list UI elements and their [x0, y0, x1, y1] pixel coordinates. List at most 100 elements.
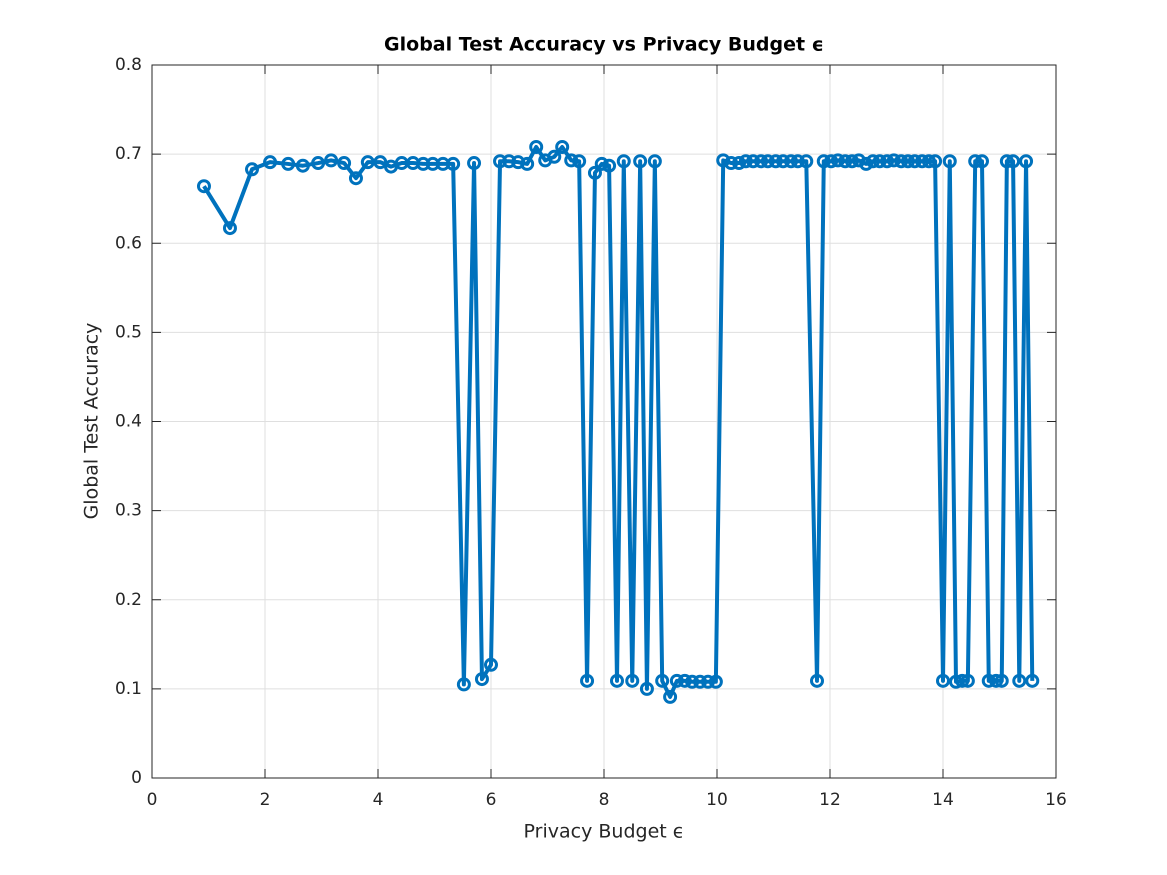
marker	[1025, 673, 1040, 688]
marker	[520, 156, 535, 171]
marker	[738, 154, 753, 169]
marker	[865, 154, 880, 169]
marker	[776, 154, 791, 169]
marker	[790, 154, 805, 169]
marker	[845, 154, 860, 169]
y-tick-label: 0.3	[115, 501, 142, 521]
x-tick-label: 0	[147, 790, 158, 810]
marker	[900, 154, 915, 169]
x-tick-label: 14	[932, 790, 954, 810]
marker	[602, 158, 617, 173]
y-tick-label: 0.6	[115, 233, 142, 253]
marker	[732, 156, 747, 171]
marker	[851, 153, 866, 168]
marker	[669, 673, 684, 688]
marker	[474, 672, 489, 687]
marker	[467, 156, 482, 171]
marker	[942, 154, 957, 169]
x-tick-label: 10	[706, 790, 728, 810]
marker	[196, 179, 211, 194]
marker	[446, 156, 461, 171]
marker	[955, 673, 970, 688]
marker	[456, 677, 471, 692]
y-tick-label: 0.2	[115, 590, 142, 610]
marker	[493, 154, 508, 169]
y-axis-label: Global Test Accuracy	[81, 323, 103, 520]
marker	[693, 674, 708, 689]
y-tick-label: 0.7	[115, 144, 142, 164]
marker	[677, 673, 692, 688]
marker	[936, 673, 950, 688]
marker	[616, 154, 631, 169]
marker	[633, 154, 648, 169]
marker	[609, 673, 624, 688]
marker	[245, 162, 260, 177]
marker	[295, 158, 310, 173]
marker	[700, 674, 715, 689]
y-tick-label: 0.8	[115, 55, 142, 75]
marker	[1019, 154, 1034, 169]
marker	[263, 155, 278, 170]
marker	[915, 154, 930, 169]
x-tick-label: 6	[486, 790, 497, 810]
marker	[663, 689, 678, 704]
marker	[708, 674, 723, 689]
marker	[928, 154, 943, 169]
marker	[511, 155, 526, 170]
marker	[872, 154, 887, 169]
marker	[311, 156, 326, 171]
marker	[222, 221, 237, 236]
marker	[580, 673, 595, 688]
marker	[994, 673, 1009, 688]
marker	[564, 153, 579, 168]
marker	[960, 673, 975, 688]
marker	[768, 154, 783, 169]
marker	[655, 673, 670, 688]
marker	[529, 139, 544, 154]
marker	[337, 156, 352, 171]
x-tick-label: 2	[260, 790, 271, 810]
marker	[784, 154, 799, 169]
marker	[724, 156, 739, 171]
marker	[547, 149, 562, 164]
chart-title: Global Test Accuracy vs Privacy Budget ϵ	[384, 34, 824, 56]
marker	[907, 154, 922, 169]
marker	[555, 139, 570, 154]
marker	[625, 673, 640, 688]
y-tick-label: 0.1	[115, 679, 142, 699]
marker	[502, 154, 517, 169]
marker	[594, 156, 609, 171]
marker	[716, 153, 731, 168]
marker	[989, 673, 1004, 688]
marker	[587, 165, 602, 180]
marker	[824, 154, 839, 169]
x-axis-label: Privacy Budget ϵ	[524, 821, 685, 843]
marker	[974, 154, 989, 169]
marker	[886, 153, 901, 168]
y-tick-label: 0	[131, 768, 142, 788]
marker	[810, 673, 825, 688]
marker	[639, 681, 654, 696]
marker	[799, 154, 814, 169]
marker	[894, 154, 909, 169]
marker	[1012, 673, 1027, 688]
marker	[968, 154, 983, 169]
marker	[754, 154, 769, 169]
marker	[746, 154, 761, 169]
y-tick-label: 0.4	[115, 412, 142, 432]
y-tick-label: 0.5	[115, 322, 142, 342]
marker	[760, 154, 775, 169]
marker	[859, 156, 874, 171]
marker	[838, 154, 853, 169]
marker	[647, 154, 662, 169]
marker	[880, 154, 895, 169]
marker	[348, 171, 363, 186]
marker	[1006, 154, 1021, 169]
marker	[981, 673, 996, 688]
x-tick-label: 16	[1045, 790, 1067, 810]
x-tick-label: 12	[819, 790, 841, 810]
marker	[484, 657, 498, 672]
plot-frame	[151, 64, 1057, 779]
marker	[324, 153, 339, 168]
